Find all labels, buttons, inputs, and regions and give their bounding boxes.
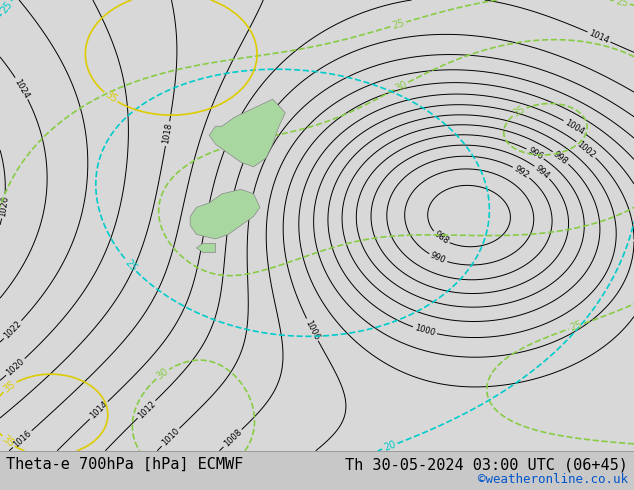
- Text: 1014: 1014: [588, 28, 611, 45]
- Text: 35: 35: [512, 104, 527, 119]
- Text: 25: 25: [391, 18, 406, 31]
- Text: 992: 992: [512, 164, 531, 180]
- Polygon shape: [190, 189, 260, 239]
- Text: 35: 35: [103, 90, 119, 105]
- Text: 25: 25: [569, 319, 584, 333]
- Text: 25: 25: [123, 257, 138, 273]
- Text: 1024: 1024: [13, 77, 31, 99]
- Text: 988: 988: [432, 229, 450, 246]
- Text: 1014: 1014: [88, 400, 110, 421]
- Text: 25: 25: [614, 0, 629, 8]
- Text: 1008: 1008: [222, 428, 243, 449]
- Text: 1002: 1002: [575, 139, 597, 160]
- Text: 1018: 1018: [162, 122, 174, 145]
- Text: 25: 25: [0, 0, 14, 16]
- Text: 1010: 1010: [160, 427, 181, 448]
- Text: 996: 996: [526, 146, 545, 161]
- Polygon shape: [197, 244, 216, 252]
- Text: Th 30-05-2024 03:00 UTC (06+45): Th 30-05-2024 03:00 UTC (06+45): [345, 457, 628, 472]
- Text: 35: 35: [2, 379, 18, 394]
- Text: 998: 998: [552, 149, 570, 166]
- Text: 1016: 1016: [11, 429, 33, 449]
- Text: 1026: 1026: [0, 195, 10, 217]
- Text: Theta-e 700hPa [hPa] ECMWF: Theta-e 700hPa [hPa] ECMWF: [6, 457, 243, 472]
- Text: 1006: 1006: [303, 318, 321, 341]
- Text: 35: 35: [0, 434, 16, 449]
- Text: ©weatheronline.co.uk: ©weatheronline.co.uk: [477, 473, 628, 486]
- Text: 1004: 1004: [563, 118, 586, 136]
- FancyBboxPatch shape: [0, 0, 634, 451]
- Text: 1022: 1022: [2, 319, 23, 341]
- Text: 1012: 1012: [136, 399, 157, 420]
- Text: 30: 30: [393, 79, 409, 94]
- Text: 20: 20: [382, 440, 398, 453]
- Text: 1020: 1020: [4, 357, 27, 377]
- Text: 1000: 1000: [413, 323, 436, 338]
- Polygon shape: [209, 99, 285, 167]
- Text: 30: 30: [155, 366, 171, 381]
- Text: 994: 994: [533, 164, 551, 181]
- Text: 990: 990: [429, 251, 447, 266]
